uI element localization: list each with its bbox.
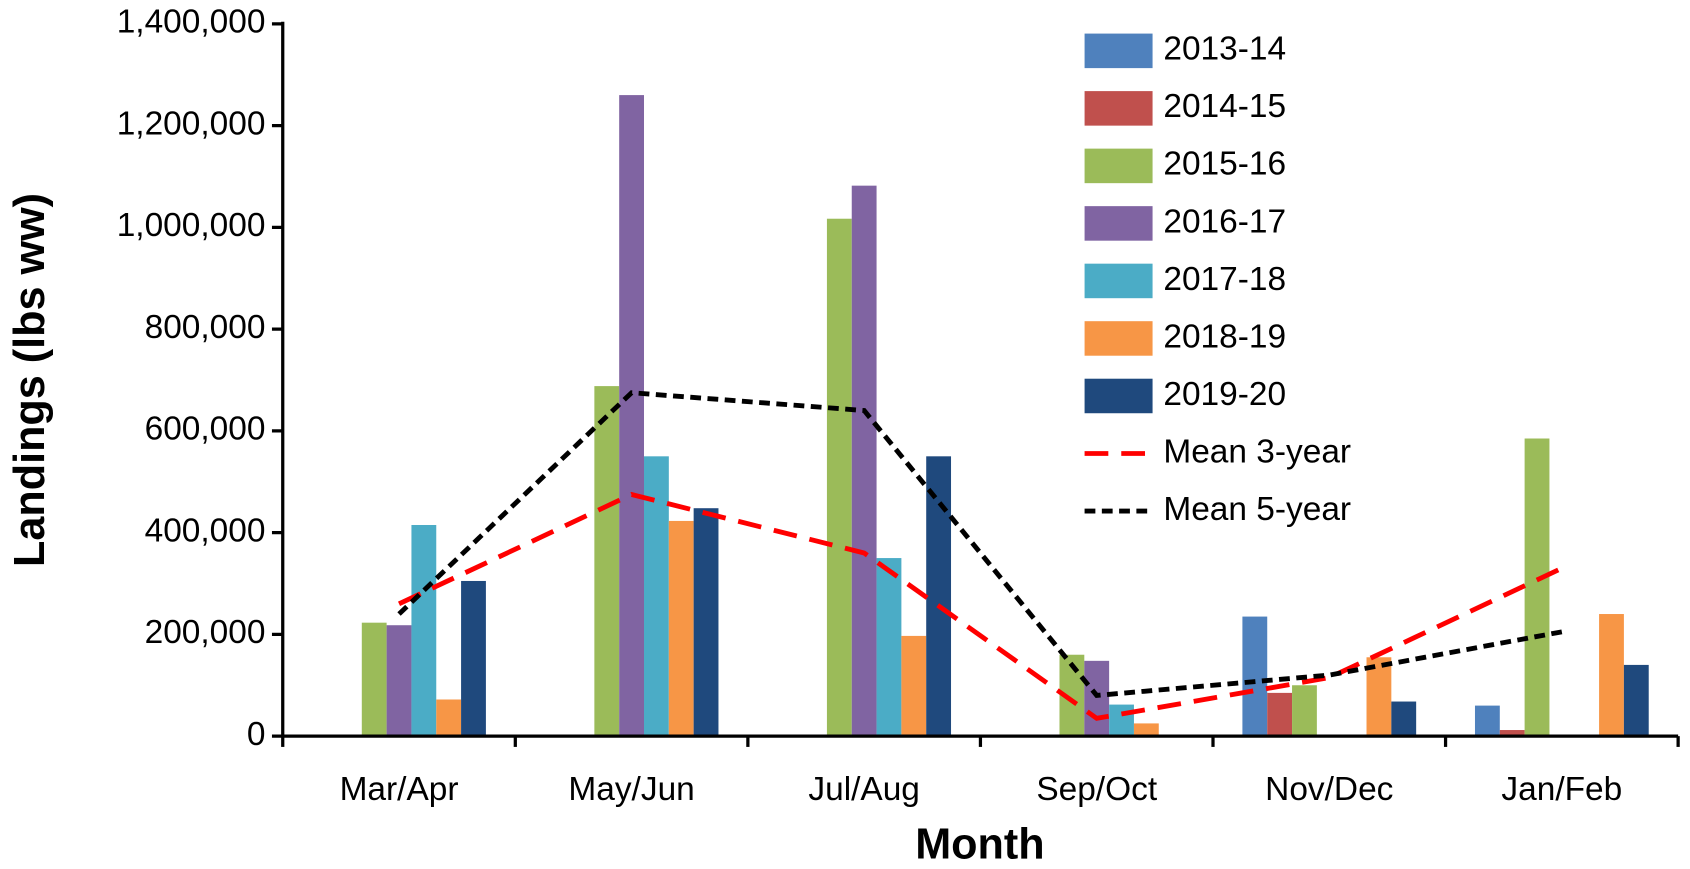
bar xyxy=(619,95,645,737)
x-tick-label: Nov/Dec xyxy=(1265,771,1393,808)
bar xyxy=(1391,701,1417,737)
x-tick-label: May/Jun xyxy=(568,771,694,808)
line-series xyxy=(397,390,1563,698)
legend-swatch xyxy=(1084,263,1153,299)
x-axis-title: Month xyxy=(915,821,1044,869)
bar xyxy=(644,456,669,737)
legend-swatch xyxy=(1084,378,1153,414)
bar xyxy=(361,622,387,737)
x-tick-label: Sep/Oct xyxy=(1036,771,1158,808)
legend-label: 2017-18 xyxy=(1163,261,1286,298)
y-tick-label: 400,000 xyxy=(145,512,266,549)
bar xyxy=(386,625,412,737)
y-tick-label: 200,000 xyxy=(145,614,266,651)
bar xyxy=(851,185,877,737)
bar xyxy=(436,699,462,737)
y-tick-label: 0 xyxy=(247,716,266,753)
y-tick-label: 600,000 xyxy=(145,411,266,448)
y-tick-label: 1,200,000 xyxy=(117,105,266,142)
legend-label: Mean 5-year xyxy=(1163,491,1351,528)
bar xyxy=(926,456,952,737)
bar xyxy=(901,635,927,737)
bar xyxy=(1623,664,1649,737)
bar xyxy=(1499,730,1525,737)
legend-swatch xyxy=(1084,206,1153,241)
legend-swatch xyxy=(1084,148,1153,184)
legend-label: 2016-17 xyxy=(1163,203,1286,240)
bar xyxy=(693,508,719,737)
y-tick-label: 1,000,000 xyxy=(117,207,266,244)
bar xyxy=(1242,616,1268,737)
legend-label: 2015-16 xyxy=(1163,146,1286,183)
legend-label: 2014-15 xyxy=(1163,88,1286,125)
y-tick-label: 800,000 xyxy=(145,309,266,346)
bar xyxy=(461,580,486,737)
legend-label: Mean 3-year xyxy=(1163,433,1351,470)
bar xyxy=(1133,723,1159,737)
x-tick-label: Jan/Feb xyxy=(1501,771,1622,808)
bar xyxy=(826,218,852,737)
legend-label: 2018-19 xyxy=(1163,318,1286,355)
legend-label: 2013-14 xyxy=(1163,31,1286,68)
line-series xyxy=(397,491,1563,721)
bar xyxy=(1109,704,1134,737)
bar xyxy=(668,520,694,737)
bar xyxy=(1366,657,1392,737)
legend-swatch xyxy=(1084,321,1153,356)
bar xyxy=(1599,614,1624,737)
x-tick-label: Mar/Apr xyxy=(340,771,459,808)
legend-label: 2019-20 xyxy=(1163,376,1286,413)
bar xyxy=(876,558,902,737)
bar xyxy=(1292,685,1317,737)
x-tick-label: Jul/Aug xyxy=(808,771,920,808)
legend-swatch xyxy=(1084,33,1153,69)
bar xyxy=(594,386,620,737)
bar xyxy=(1524,438,1550,737)
legend-swatch xyxy=(1084,91,1153,126)
y-axis-title: Landings (lbs ww) xyxy=(6,193,54,567)
bar xyxy=(1474,705,1500,737)
y-tick-label: 1,400,000 xyxy=(117,4,266,41)
bar xyxy=(411,524,437,737)
bar xyxy=(1267,692,1293,737)
bar xyxy=(1084,660,1110,737)
